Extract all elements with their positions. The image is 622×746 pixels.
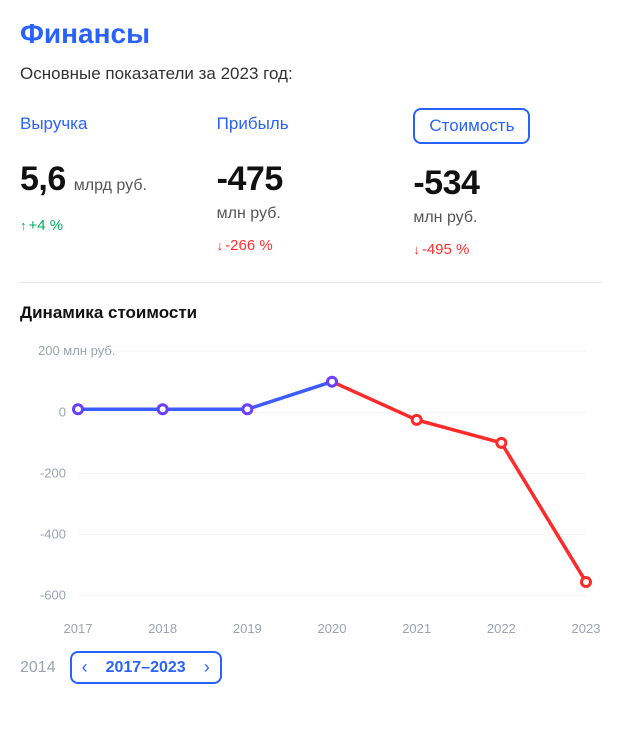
svg-text:0: 0 bbox=[59, 404, 66, 419]
arrow-up-icon: ↑ bbox=[20, 218, 27, 233]
tab-cost[interactable]: Стоимость bbox=[413, 108, 530, 144]
year-pager: 2014 ‹ 2017–2023 › bbox=[20, 651, 602, 684]
pager-range: 2017–2023 bbox=[98, 654, 194, 682]
metric-value-row: 5,6 млрд руб. bbox=[20, 160, 209, 199]
metric-unit: млрд руб. bbox=[74, 177, 147, 195]
metrics-row: Выручка 5,6 млрд руб. ↑ +4 % Прибыль -47… bbox=[20, 108, 602, 258]
metric-delta: ↓ -266 % bbox=[217, 237, 406, 254]
delta-text: -266 % bbox=[225, 237, 273, 254]
metric-value: -534 bbox=[413, 164, 479, 203]
metric-unit: млн руб. bbox=[217, 205, 406, 223]
svg-text:-400: -400 bbox=[40, 527, 66, 542]
metric-profit: Прибыль -475 млн руб. ↓ -266 % bbox=[217, 108, 406, 258]
metric-delta: ↑ +4 % bbox=[20, 217, 209, 234]
pager-next-button[interactable]: › bbox=[194, 653, 220, 682]
page-title: Финансы bbox=[20, 18, 602, 50]
line-chart-svg: 0 -200 -400 -600 200 млн руб. 2017 2018 2019 202… bbox=[20, 337, 602, 637]
metric-value: -475 bbox=[217, 160, 283, 199]
metric-unit: млн руб. bbox=[413, 209, 602, 227]
chart-title: Динамика стоимости bbox=[20, 303, 602, 323]
svg-text:2023: 2023 bbox=[572, 621, 601, 636]
arrow-down-icon: ↓ bbox=[217, 238, 224, 253]
svg-text:200 млн руб.: 200 млн руб. bbox=[38, 343, 115, 358]
tab-revenue[interactable]: Выручка bbox=[20, 108, 209, 140]
pager-prev-year[interactable]: 2014 bbox=[20, 659, 56, 677]
delta-text: +4 % bbox=[29, 217, 64, 234]
svg-text:2022: 2022 bbox=[487, 621, 516, 636]
svg-text:2018: 2018 bbox=[148, 621, 177, 636]
svg-text:2020: 2020 bbox=[318, 621, 347, 636]
svg-text:-600: -600 bbox=[40, 588, 66, 603]
svg-text:2021: 2021 bbox=[402, 621, 431, 636]
svg-text:-200: -200 bbox=[40, 465, 66, 480]
svg-text:2019: 2019 bbox=[233, 621, 262, 636]
tab-profit[interactable]: Прибыль bbox=[217, 108, 406, 140]
subtitle: Основные показатели за 2023 год: bbox=[20, 64, 602, 84]
metric-cost: Стоимость -534 млн руб. ↓ -495 % bbox=[413, 108, 602, 258]
svg-text:2017: 2017 bbox=[64, 621, 93, 636]
cost-chart: 0 -200 -400 -600 200 млн руб. 2017 2018 2019 202… bbox=[20, 337, 602, 637]
pager-box: ‹ 2017–2023 › bbox=[70, 651, 222, 684]
divider bbox=[20, 282, 602, 283]
metric-revenue: Выручка 5,6 млрд руб. ↑ +4 % bbox=[20, 108, 209, 258]
metric-value-row: -534 bbox=[413, 164, 602, 203]
pager-prev-button[interactable]: ‹ bbox=[72, 653, 98, 682]
arrow-down-icon: ↓ bbox=[413, 242, 420, 257]
metric-value: 5,6 bbox=[20, 160, 66, 199]
metric-delta: ↓ -495 % bbox=[413, 241, 602, 258]
metric-value-row: -475 bbox=[217, 160, 406, 199]
delta-text: -495 % bbox=[422, 241, 470, 258]
